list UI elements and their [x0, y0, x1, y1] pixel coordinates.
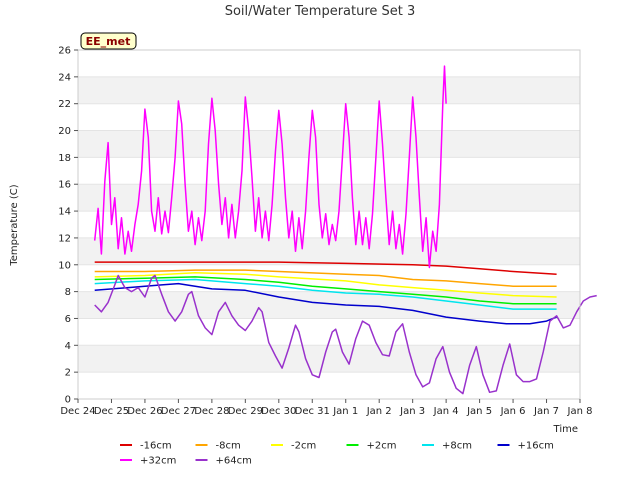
legend-label: +32cm [140, 456, 176, 467]
grid-band [78, 157, 580, 185]
y-tick-label: 18 [58, 153, 71, 164]
y-tick-label: 24 [58, 72, 71, 83]
grid-band [78, 345, 580, 373]
x-axis-title: Time [553, 424, 578, 435]
series-layer [93, 65, 597, 395]
x-tick-label: Jan 2 [366, 406, 392, 417]
legend-label: +2cm [367, 441, 397, 452]
station-badge-label: EE_met [86, 35, 131, 48]
x-tick-label: Dec 31 [295, 406, 330, 417]
series-line-minus2cm [94, 272, 557, 298]
x-tick-label: Jan 5 [466, 406, 492, 417]
series-line-plus32cm [93, 65, 447, 269]
legend-label: -16cm [140, 441, 172, 452]
y-axis-title: Temperature (C) [9, 184, 20, 266]
series-line-minus16cm [94, 261, 557, 275]
y-tick-label: 14 [58, 207, 71, 218]
legend-label: +64cm [216, 456, 252, 467]
station-badge-box [80, 32, 137, 50]
y-tick-label: 22 [58, 99, 71, 110]
grid-band [78, 103, 580, 131]
grid-band [78, 76, 580, 104]
x-tick-label: Jan 6 [500, 406, 526, 417]
y-tick-label: 4 [65, 341, 71, 352]
x-tick-label: Dec 25 [94, 406, 129, 417]
legend: -16cm -8cm -2cm +2cm +8cm +16cm +32cm +64cm [120, 441, 554, 467]
y-tick-label: 12 [58, 233, 71, 244]
legend-label: -8cm [216, 441, 241, 452]
x-tick-label: Jan 8 [567, 406, 593, 417]
y-tick-label: 8 [65, 287, 71, 298]
plot-frame [77, 49, 581, 400]
y-tick-label: 0 [65, 395, 71, 406]
y-tick-label: 6 [65, 314, 71, 325]
series-line-plus64cm [94, 274, 597, 395]
x-tick-label: Dec 26 [127, 406, 162, 417]
series-line-minus8cm [94, 269, 557, 287]
station-badge: EE_met [80, 32, 137, 50]
x-tick-label: Jan 4 [433, 406, 459, 417]
y-tick-label: 2 [65, 368, 71, 379]
x-tick-label: Dec 27 [161, 406, 196, 417]
chart-title: Soil/Water Temperature Set 3 [225, 4, 416, 19]
legend-label: -2cm [291, 441, 316, 452]
grid-band [78, 50, 580, 77]
grid-band [78, 372, 580, 399]
x-tick-label: Dec 28 [194, 406, 229, 417]
legend-label: +8cm [442, 441, 472, 452]
y-tick-label: 20 [58, 126, 71, 137]
series-line-plus8cm [94, 278, 557, 310]
x-tick-label: Jan 3 [399, 406, 425, 417]
y-tick-label: 26 [58, 46, 71, 57]
x-tick-label: Dec 30 [261, 406, 296, 417]
series-line-plus16cm [94, 282, 557, 325]
x-tick-label: Dec 29 [228, 406, 263, 417]
legend-label: +16cm [518, 441, 554, 452]
x-tick-label: Jan 1 [332, 406, 358, 417]
grid-band [78, 184, 580, 212]
x-tick-label: Jan 7 [533, 406, 559, 417]
y-tick-label: 16 [58, 180, 71, 191]
grid-band [78, 130, 580, 158]
series-line-plus2cm [94, 276, 557, 305]
y-tick-label: 10 [58, 260, 71, 271]
x-tick-label: Dec 24 [60, 406, 95, 417]
